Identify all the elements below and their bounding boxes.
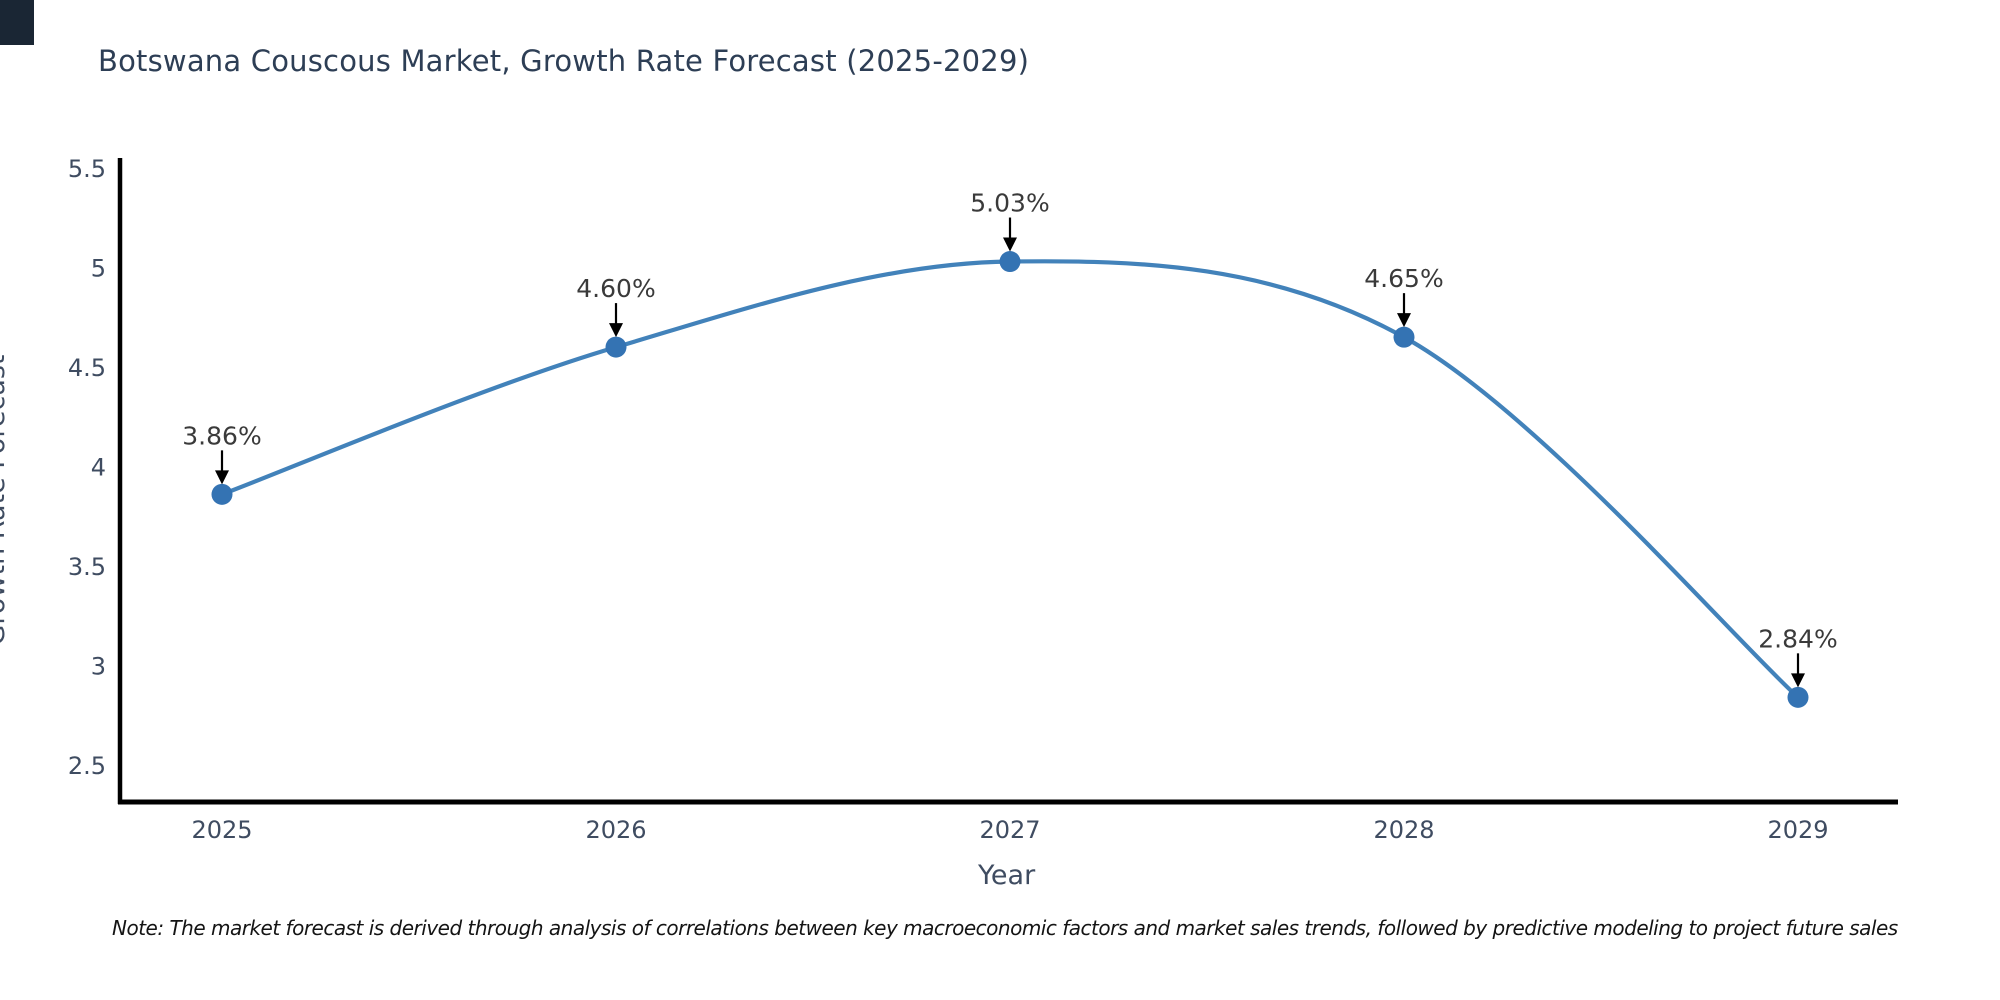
axes-group <box>117 158 1898 805</box>
annotations-group: 3.86% 4.60% 5.03% 4.65% 2.84% <box>182 189 1838 688</box>
data-point <box>999 251 1021 273</box>
x-tick-label: 2029 <box>1767 816 1828 844</box>
y-tick-label: 5.5 <box>68 155 106 183</box>
annotation-arrowhead-icon <box>215 470 229 485</box>
x-tick-label: 2026 <box>585 816 646 844</box>
series-group <box>211 251 1809 708</box>
point-value-label: 2.84% <box>1758 624 1837 653</box>
footnote: Note: The market forecast is derived thr… <box>112 916 1898 940</box>
point-value-label: 5.03% <box>970 189 1049 218</box>
y-tick-label: 3.5 <box>68 553 106 581</box>
chart-title: Botswana Couscous Market, Growth Rate Fo… <box>98 44 1030 78</box>
series-line <box>219 259 1801 700</box>
data-point <box>1393 326 1415 348</box>
y-tick-label: 4 <box>91 454 106 482</box>
corner-logo-square <box>0 0 34 45</box>
point-value-label: 4.65% <box>1364 264 1443 293</box>
annotation-arrowhead-icon <box>1791 673 1805 688</box>
y-tick-label: 5 <box>91 255 106 283</box>
y-tick-label: 2.5 <box>68 752 106 780</box>
data-point <box>605 336 627 358</box>
annotation-arrowhead-icon <box>1397 313 1411 328</box>
tick-labels-group: 5.5 5 4.5 4 3.5 3 2.5 2025 2026 2027 2028 2029 <box>68 155 1829 844</box>
annotation-arrowhead-icon <box>609 323 623 338</box>
data-point <box>1787 686 1809 708</box>
x-axis-title: Year <box>978 860 1036 891</box>
point-value-label: 4.60% <box>576 274 655 303</box>
y-tick-label: 4.5 <box>68 354 106 382</box>
x-tick-label: 2027 <box>979 816 1040 844</box>
point-value-label: 3.86% <box>182 421 261 450</box>
data-point <box>211 483 233 505</box>
x-tick-label: 2028 <box>1373 816 1434 844</box>
annotation-arrowhead-icon <box>1003 237 1017 252</box>
y-axis-title: Growth Rate Forecast <box>0 354 12 646</box>
y-tick-label: 3 <box>91 653 106 681</box>
x-tick-label: 2025 <box>191 816 252 844</box>
